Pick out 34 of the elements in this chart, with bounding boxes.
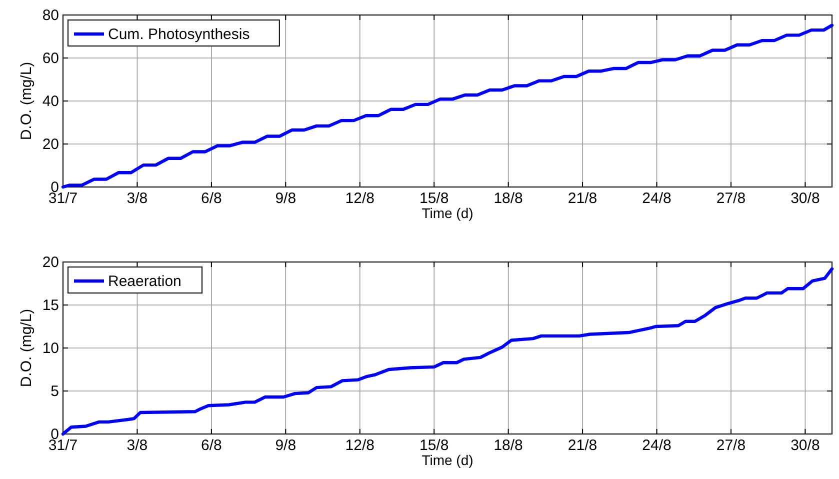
y-tick-label: 40 [42, 93, 59, 110]
y-tick-label: 20 [42, 254, 59, 271]
y-tick-label: 20 [42, 136, 59, 153]
x-tick-label: 15/8 [420, 190, 449, 207]
x-axis-title: Time (d) [422, 452, 474, 468]
x-tick-label: 24/8 [642, 437, 672, 454]
x-tick-label: 3/8 [126, 437, 148, 454]
x-tick-label: 12/8 [345, 190, 374, 207]
x-tick-label: 21/8 [568, 190, 598, 207]
x-tick-label: 24/8 [642, 190, 672, 207]
x-tick-label: 27/8 [716, 190, 746, 207]
x-tick-label: 15/8 [420, 437, 449, 454]
x-tick-label: 30/8 [790, 437, 820, 454]
x-tick-label: 18/8 [494, 190, 523, 207]
x-tick-label: 9/8 [275, 437, 296, 454]
y-tick-label: 60 [42, 50, 59, 67]
x-tick-label: 21/8 [568, 437, 598, 454]
x-tick-label: 6/8 [201, 437, 222, 454]
x-tick-label: 12/8 [345, 437, 374, 454]
x-tick-label: 9/8 [275, 190, 296, 207]
x-tick-label: 27/8 [716, 437, 746, 454]
y-tick-label: 80 [42, 7, 59, 24]
y-tick-label: 5 [50, 383, 59, 400]
x-tick-label: 30/8 [790, 190, 820, 207]
y-axis-title: D.O. (mg/L) [18, 62, 35, 140]
y-tick-label: 15 [42, 297, 59, 314]
legend-label: Reaeration [108, 273, 182, 290]
y-tick-label: 10 [42, 340, 59, 357]
x-tick-label: 18/8 [494, 437, 523, 454]
x-tick-label: 3/8 [126, 190, 148, 207]
x-axis-title: Time (d) [422, 205, 474, 221]
y-axis-title: D.O. (mg/L) [18, 308, 35, 388]
legend-label: Cum. Photosynthesis [108, 26, 250, 43]
x-tick-label: 6/8 [201, 190, 222, 207]
